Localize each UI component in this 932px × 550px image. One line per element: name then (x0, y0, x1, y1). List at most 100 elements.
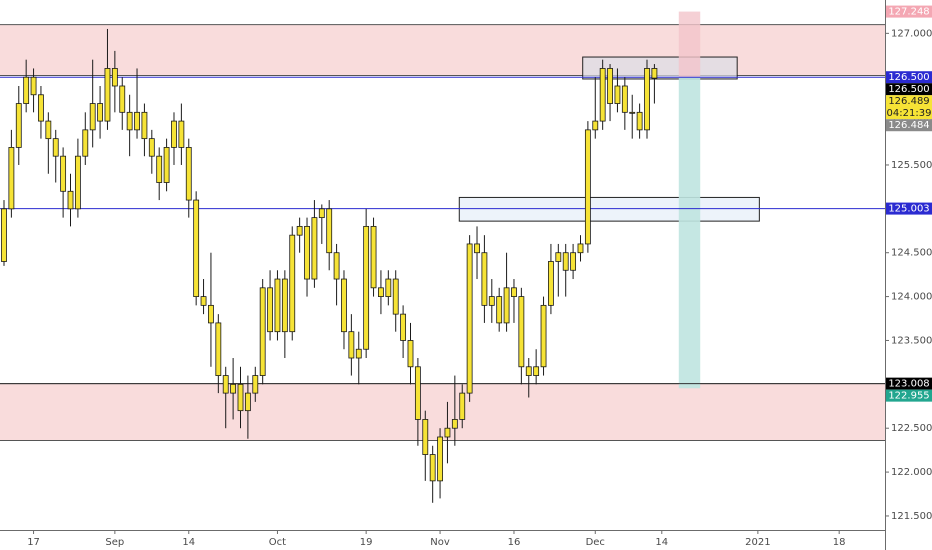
candle-body (193, 199, 200, 297)
candle-body (156, 155, 163, 183)
x-tick-label: 16 (508, 537, 521, 548)
candle-body (23, 76, 30, 104)
candle-body (326, 208, 333, 254)
countdown: 04:21:39 (887, 108, 932, 119)
x-tick-label: Nov (430, 537, 450, 548)
x-tick-label: 14 (655, 537, 668, 548)
price-label: 126.500 (888, 72, 929, 83)
candle-body (74, 155, 81, 210)
candle-body (163, 147, 170, 183)
candle-body (259, 287, 266, 376)
candle-body (215, 322, 222, 376)
candle-body (274, 278, 281, 333)
x-tick-label: 19 (360, 537, 373, 548)
candle-body (392, 278, 399, 315)
price-label-box (886, 83, 932, 96)
candle-body (67, 190, 74, 210)
candle-body (378, 287, 384, 297)
price-label-box (886, 119, 932, 132)
candle-body (496, 296, 503, 324)
position-reward (678, 77, 701, 389)
position-risk (678, 11, 701, 78)
zone (0, 383, 885, 441)
candle-body (267, 287, 273, 333)
box (582, 56, 738, 80)
candle-body (636, 111, 643, 131)
candle-body (104, 68, 111, 122)
candle-body (444, 427, 451, 438)
price-label-box (886, 95, 932, 120)
candle-body (230, 383, 237, 394)
candle-body (385, 278, 392, 297)
y-tick-label: 125.500 (891, 160, 932, 171)
candle-body (414, 366, 421, 420)
candle-body (311, 217, 318, 280)
price-label: 126.489 (888, 96, 929, 107)
candle-body (525, 366, 532, 376)
price-label: 127.248 (888, 7, 929, 18)
candle-body (38, 94, 44, 122)
x-tick-label: Oct (269, 537, 286, 548)
candle-body (629, 111, 636, 114)
candle-body (607, 68, 613, 104)
y-tick-label: 127.000 (891, 28, 932, 39)
candle-body (89, 103, 96, 131)
candle-body (252, 375, 259, 394)
candle-body (289, 234, 296, 333)
candle-body (503, 287, 510, 324)
candle-body (614, 85, 621, 104)
candle-body (599, 68, 606, 122)
candle-body (15, 103, 22, 148)
candle-body (518, 296, 525, 368)
candle-body (644, 68, 650, 131)
x-tick-label: Sep (105, 537, 124, 548)
box (458, 196, 760, 222)
price-label-box (886, 389, 932, 402)
x-tick-label: 14 (182, 537, 195, 548)
candle-body (437, 436, 443, 482)
candle-body (407, 340, 414, 368)
candle-body (45, 120, 52, 140)
candle-body (171, 120, 177, 148)
candle-body (60, 155, 67, 192)
candle-body (185, 147, 192, 201)
x-axis-panel (0, 530, 885, 550)
candle-body (459, 392, 466, 420)
candle-body (222, 375, 229, 394)
candle-body (555, 252, 562, 262)
y-tick-label: 122.000 (891, 467, 932, 478)
candle-body (570, 252, 577, 271)
candle-body (8, 147, 15, 210)
candle-body (208, 304, 214, 324)
zone (0, 24, 885, 76)
price-label: 123.008 (888, 379, 929, 390)
price-label-box (886, 377, 932, 390)
candle-body (126, 111, 133, 131)
price-label-box (886, 202, 932, 215)
x-tick-label: Dec (586, 537, 605, 548)
candle-body (422, 419, 429, 455)
candle-body (429, 454, 436, 482)
candle-body (474, 243, 480, 254)
candle-body (341, 278, 347, 333)
price-label: 126.484 (888, 120, 929, 131)
y-tick-label: 121.500 (891, 511, 932, 522)
candle-body (82, 129, 89, 157)
candle-body (400, 313, 407, 341)
price-label: 122.955 (888, 391, 929, 402)
x-tick-label: 18 (833, 537, 846, 548)
candle-body (348, 331, 355, 359)
candle-body (200, 296, 207, 306)
x-tick-label: 17 (27, 537, 40, 548)
candle-body (281, 278, 288, 333)
candle-body (1, 208, 7, 262)
candle-body (451, 419, 458, 429)
candle-body (318, 208, 325, 219)
candle-body (592, 120, 599, 131)
candle-body (178, 120, 185, 148)
price-label-box (886, 5, 932, 18)
candle-body (621, 85, 628, 113)
candle-body (363, 225, 370, 350)
